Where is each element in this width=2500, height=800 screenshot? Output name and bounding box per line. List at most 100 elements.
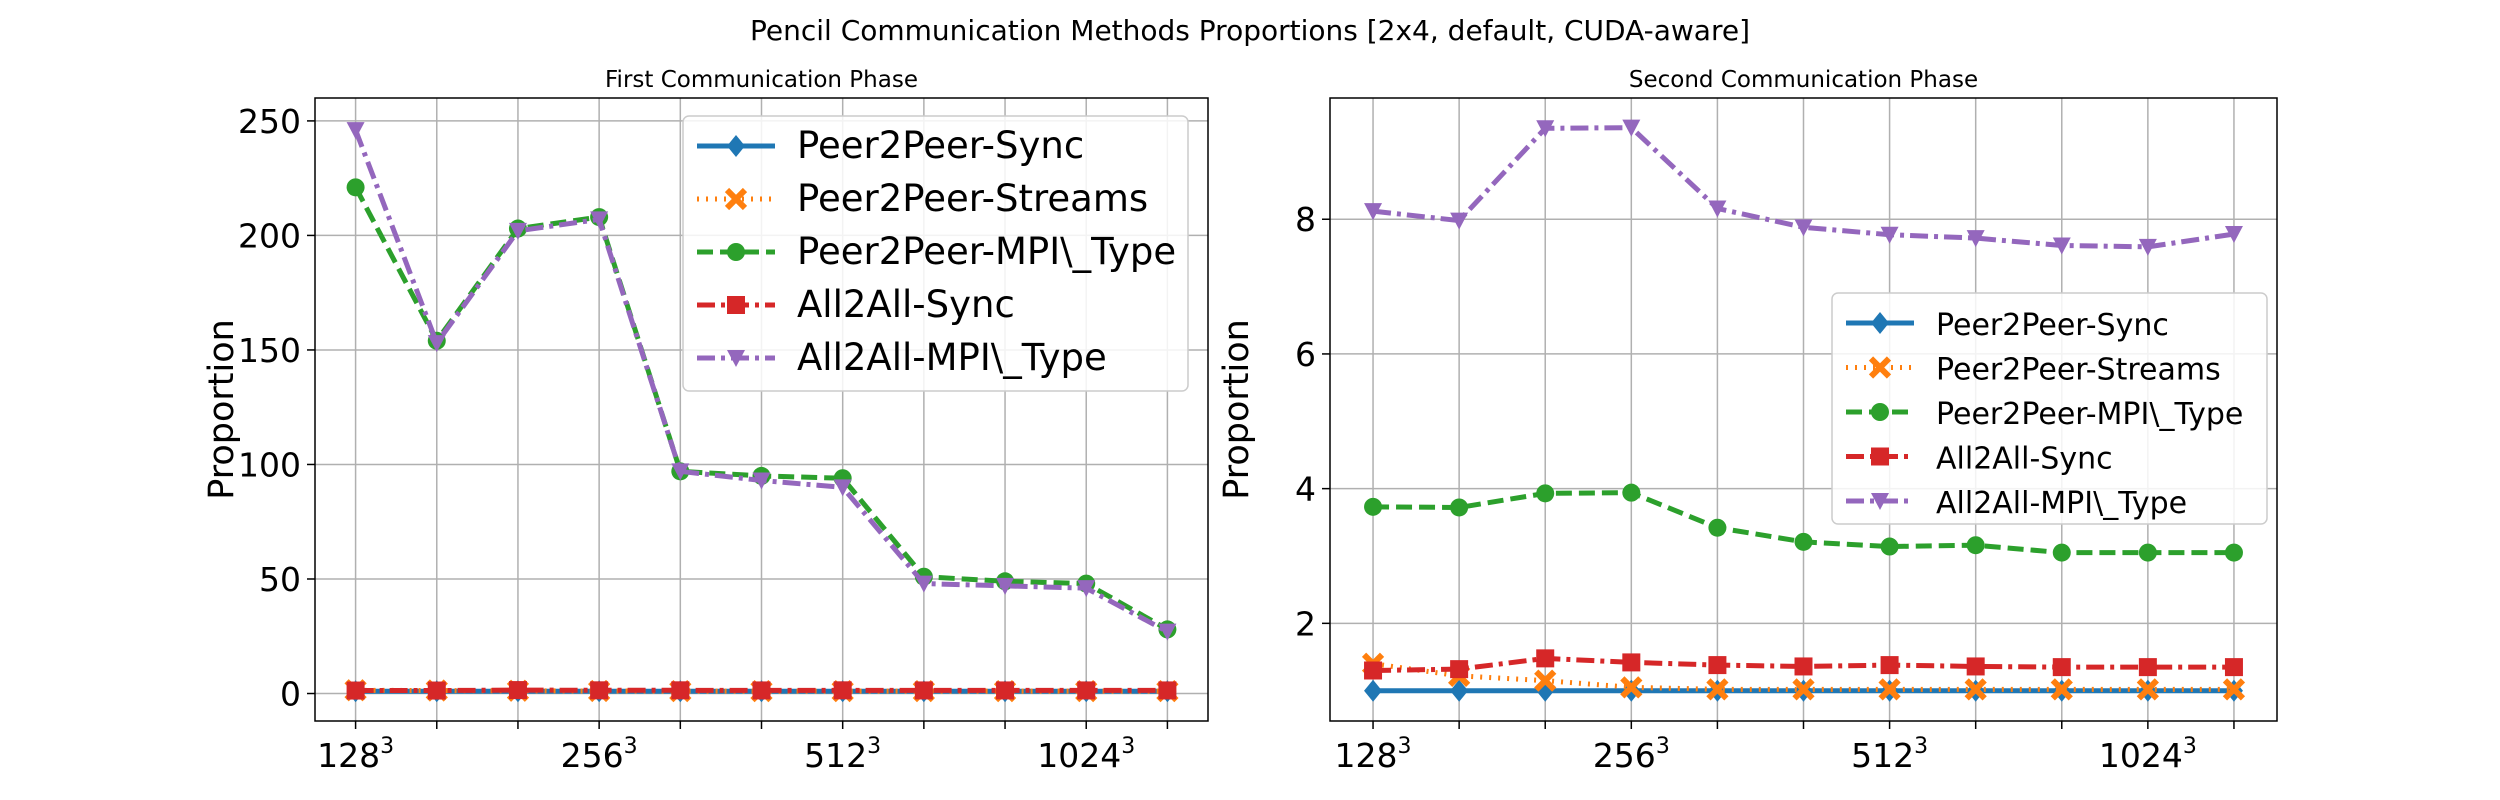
series-line	[1372, 661, 2234, 692]
legend-marker	[1871, 447, 1889, 466]
data-point	[1708, 200, 1727, 218]
legend-marker	[727, 135, 745, 157]
data-point	[1536, 484, 1555, 503]
legend: Peer2Peer-Sync Peer2Peer-Streams Peer2Peer…	[682, 115, 1189, 392]
data-point	[2224, 226, 2243, 244]
data-point	[2052, 658, 2071, 677]
y-tick-label: 0	[280, 675, 301, 714]
x-tick-label: 1283	[317, 734, 394, 775]
legend-label: Peer2Peer-Streams	[1936, 353, 2221, 388]
y-tick-label: 2	[1295, 604, 1316, 643]
data-point	[1878, 678, 1901, 701]
x-tick-label: 1283	[1335, 734, 1412, 775]
data-point	[346, 122, 365, 140]
legend-marker	[1871, 403, 1889, 421]
data-point	[1364, 661, 1383, 680]
data-point	[914, 681, 933, 700]
data-point	[1794, 219, 1813, 237]
data-point	[1794, 532, 1813, 551]
data-point	[1966, 230, 1985, 248]
y-tick-label: 100	[238, 445, 301, 484]
data-point	[2138, 543, 2157, 562]
data-point	[752, 681, 771, 700]
legend-marker	[727, 296, 745, 314]
y-tick-label: 150	[238, 331, 301, 370]
data-point	[1450, 660, 1469, 679]
data-point	[508, 681, 527, 700]
data-point	[833, 681, 852, 700]
series-all2all-sync	[346, 681, 1177, 700]
series-line	[1373, 655, 2234, 673]
data-point	[1620, 676, 1643, 699]
data-point	[1880, 656, 1899, 675]
legend-marker	[1871, 312, 1889, 334]
y-axis-label: Proportion	[1217, 319, 1257, 500]
data-point	[1966, 657, 1985, 676]
data-point	[1077, 681, 1096, 700]
data-point	[1708, 518, 1727, 537]
legend-frame	[682, 115, 1189, 392]
legend: Peer2Peer-Sync Peer2Peer-Streams Peer2Peer…	[1831, 292, 2268, 525]
data-point	[1450, 212, 1469, 230]
data-point	[346, 178, 365, 197]
data-point	[1536, 649, 1555, 668]
legend-label: All2All-Sync	[1936, 442, 2113, 477]
legend-label: All2All-MPI\_Type	[1936, 486, 2187, 521]
panel-title: First Communication Phase	[605, 67, 918, 93]
data-point	[1364, 497, 1383, 516]
data-point	[1077, 580, 1096, 598]
legend-label: All2All-Sync	[797, 283, 1015, 326]
legend-label: Peer2Peer-Sync	[797, 124, 1084, 167]
data-point	[1794, 657, 1813, 676]
x-tick-label: 5123	[1851, 734, 1928, 775]
data-point	[2052, 543, 2071, 562]
y-tick-label: 8	[1295, 200, 1316, 239]
data-point	[752, 472, 771, 490]
y-tick-label: 50	[259, 560, 301, 599]
legend-marker	[1871, 493, 1889, 510]
first-phase-panel: 0 50 100 150 200 250 1283 2563 5123 10243 First Co…	[202, 67, 1209, 775]
legend-marker	[724, 187, 748, 211]
data-point	[671, 681, 690, 700]
legend-label: Peer2Peer-MPI\_Type	[1936, 397, 2243, 432]
x-tick-label: 10243	[2099, 734, 2197, 775]
legend-label: All2All-MPI\_Type	[797, 336, 1107, 379]
legend-marker	[1868, 356, 1892, 379]
data-point	[1964, 678, 1987, 701]
series-all2all-mpi-type	[1364, 119, 2243, 256]
data-point	[2222, 678, 2246, 701]
data-point	[2138, 658, 2157, 677]
data-point	[1364, 679, 1383, 702]
data-point	[427, 335, 446, 353]
y-tick-label: 6	[1295, 335, 1316, 374]
data-point	[671, 463, 690, 481]
data-point	[833, 479, 852, 497]
legend-marker	[727, 350, 745, 367]
y-axis-label: Proportion	[202, 319, 242, 500]
data-point	[1534, 669, 1557, 692]
data-point	[1622, 119, 1641, 137]
x-tick-label: 10243	[1037, 734, 1135, 775]
series-all2all-mpi-type	[346, 122, 1177, 641]
data-point	[2052, 237, 2071, 255]
second-phase-panel: 2 4 6 8 1283 2563 5123 10243 Second Communicatio…	[1217, 67, 2278, 775]
legend-label: Peer2Peer-MPI\_Type	[797, 230, 1176, 273]
data-point	[2138, 238, 2157, 256]
y-tick-label: 250	[238, 102, 301, 141]
data-point	[996, 681, 1015, 700]
y-tick-label: 200	[238, 216, 301, 255]
data-point	[1792, 678, 1815, 701]
data-point	[427, 681, 446, 700]
data-point	[1536, 120, 1555, 138]
data-point	[590, 681, 609, 700]
data-point	[2050, 678, 2073, 701]
legend-marker	[727, 243, 745, 261]
data-point	[508, 222, 527, 240]
data-point	[1708, 656, 1727, 675]
series-line	[1372, 125, 2235, 250]
data-point	[1364, 203, 1383, 221]
data-point	[1158, 681, 1177, 700]
x-tick-label: 5123	[804, 734, 881, 775]
legend-frame	[1831, 292, 2268, 525]
